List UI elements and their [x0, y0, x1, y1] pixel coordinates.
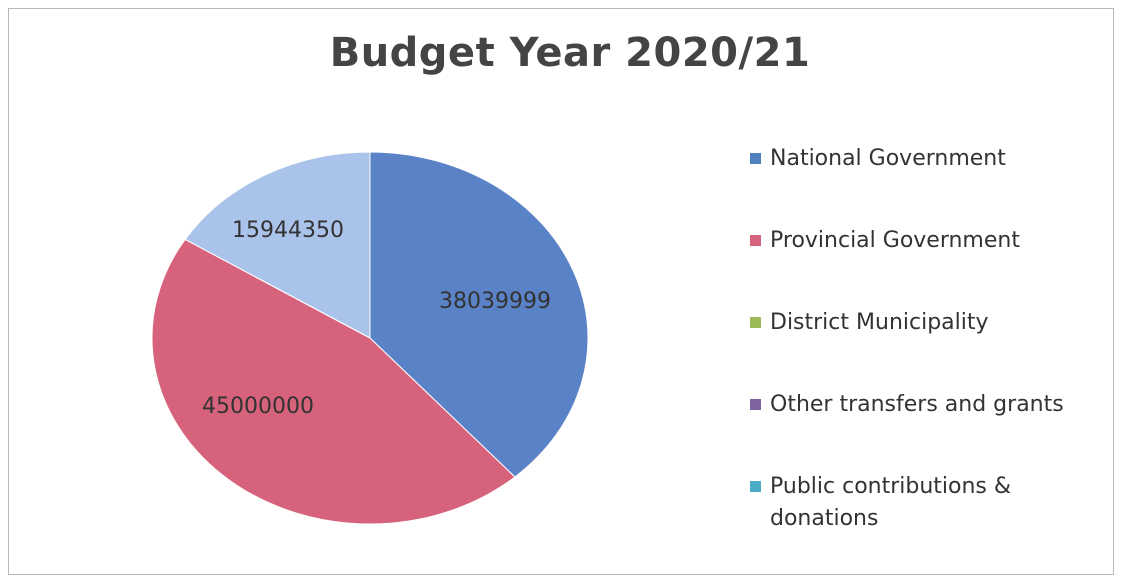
legend-label: Public contributions & donations [770, 474, 1012, 531]
pie-slice-public-contributions-donations [184, 151, 371, 339]
legend-swatch [750, 153, 761, 164]
legend-label: District Municipality [770, 310, 989, 335]
legend-swatch [750, 317, 761, 328]
data-label-1: 38039999 [439, 289, 551, 314]
pie-slice-national-government [369, 151, 589, 478]
legend-item: Provincial Government [750, 222, 1110, 304]
legend-item: District Municipality [750, 304, 1110, 386]
chart-title: Budget Year 2020/21 [329, 30, 811, 76]
data-label-5: 15944350 [232, 218, 344, 243]
legend-item: Public contributions & donations [750, 468, 1110, 550]
legend-swatch [750, 399, 761, 410]
legend-label: Provincial Government [770, 228, 1020, 253]
legend-item: Other transfers and grants [750, 386, 1110, 468]
legend-item: National Government [750, 140, 1110, 222]
data-label-2: 45000000 [202, 394, 314, 419]
legend-label: Other transfers and grants [770, 392, 1064, 417]
legend-label: National Government [770, 146, 1006, 171]
legend: National Government Provincial Government… [750, 140, 1110, 550]
legend-swatch [750, 235, 761, 246]
legend-swatch [750, 481, 761, 492]
pie-slice-provincial-government [151, 238, 516, 525]
